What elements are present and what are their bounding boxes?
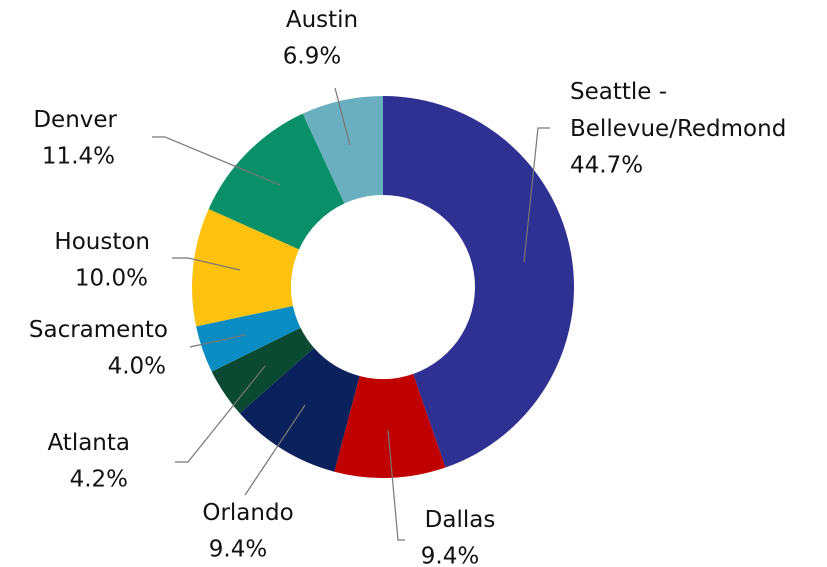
leader-line	[334, 87, 351, 146]
value-label: 9.4%	[421, 544, 479, 567]
value-label: 10.0%	[75, 266, 148, 292]
slice-label: Orlando	[202, 500, 293, 526]
slice-label: Sacramento	[29, 317, 168, 343]
slice-label: Austin	[286, 7, 358, 33]
leader-line	[175, 365, 266, 463]
donut-segment	[239, 347, 360, 472]
leader-line	[523, 127, 550, 263]
donut-segment	[196, 305, 301, 372]
donut-segment	[334, 373, 446, 478]
leader-line	[387, 429, 405, 541]
leader-line	[244, 404, 306, 496]
value-label: 9.4%	[209, 537, 267, 563]
donut-segment	[208, 113, 345, 250]
slice-label: Seattle -Bellevue/Redmond	[570, 79, 786, 142]
slice-label: Houston	[54, 229, 150, 255]
leader-line	[172, 257, 241, 271]
leader-line	[152, 136, 281, 186]
value-label: 44.7%	[570, 153, 643, 179]
slice-label: Denver	[33, 107, 117, 133]
donut-segment	[383, 96, 574, 468]
value-label: 4.2%	[70, 467, 128, 493]
donut-segment	[302, 96, 383, 204]
slice-label: Atlanta	[47, 430, 130, 456]
value-label: 4.0%	[108, 354, 166, 380]
value-label: 11.4%	[42, 144, 115, 170]
leader-line	[189, 334, 246, 348]
slice-label: Dallas	[425, 507, 496, 533]
value-label: 6.9%	[283, 44, 341, 70]
donut-segment	[211, 327, 314, 414]
donut-segment	[192, 208, 300, 327]
